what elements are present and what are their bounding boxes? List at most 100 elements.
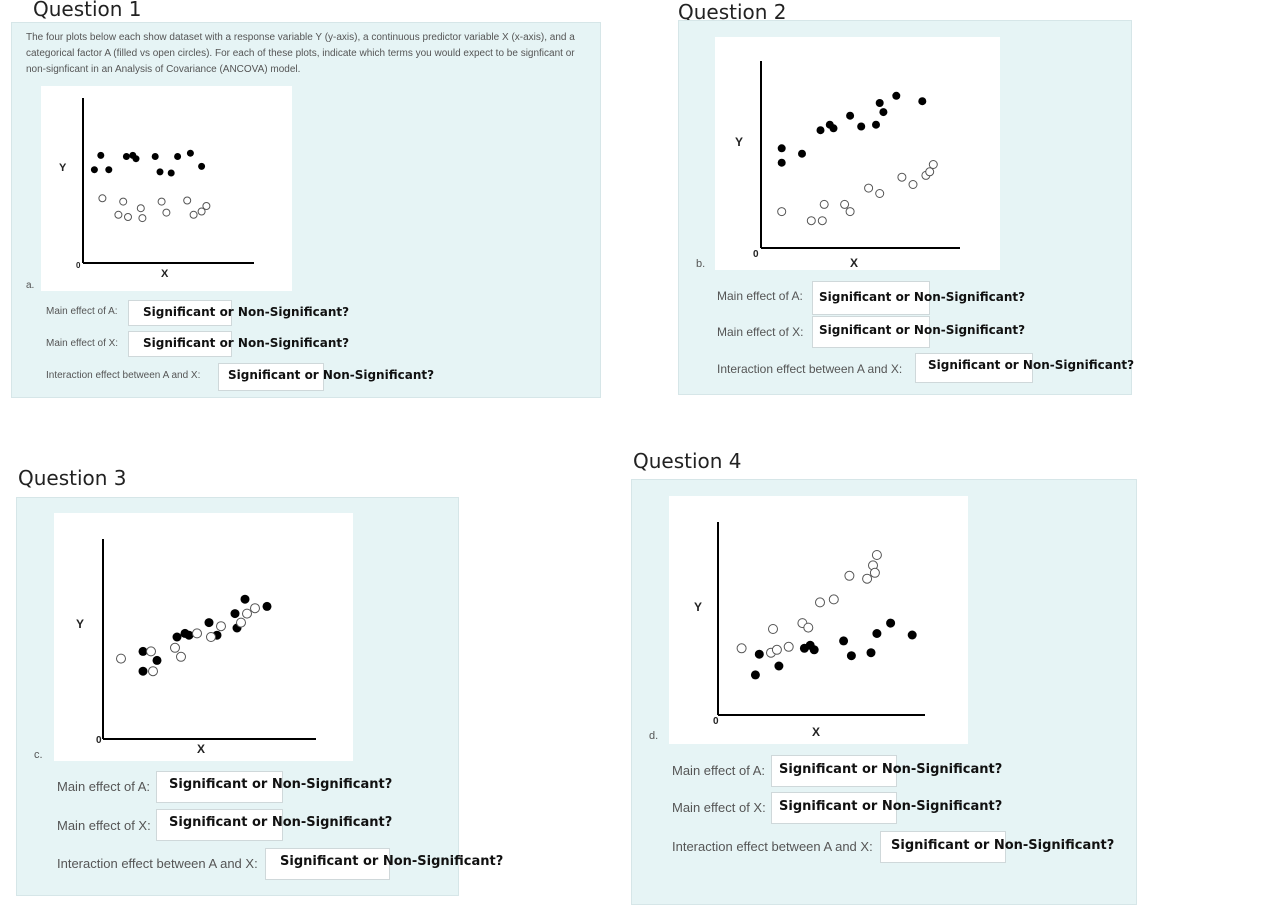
filled-point: [105, 166, 113, 174]
main-effect-a-answer[interactable]: Significant or Non-Significant?: [779, 762, 1003, 777]
filled-point: [866, 648, 876, 658]
open-point: [875, 189, 885, 198]
filled-point: [846, 651, 856, 661]
main-effect-a-answer[interactable]: Significant or Non-Significant?: [169, 777, 393, 792]
y-axis-label: Y: [76, 617, 85, 631]
open-point: [777, 207, 787, 217]
question-intro: The four plots below each show dataset w…: [26, 32, 575, 75]
plot-d-svg: [717, 522, 925, 716]
filled-point: [872, 629, 882, 638]
open-point: [768, 624, 778, 634]
main-effect-x-dropdown[interactable]: [128, 331, 232, 357]
interaction-effect-label: Interaction effect between A and X:: [717, 362, 903, 376]
open-point: [146, 646, 156, 657]
filled-point: [184, 630, 194, 640]
main-effect-x-dropdown[interactable]: [771, 792, 897, 824]
filled-point: [750, 670, 760, 680]
interaction-effect-answer[interactable]: Significant or Non-Significant?: [228, 368, 435, 382]
open-point: [803, 622, 814, 633]
scatter-plot-d: Y X 0: [669, 496, 968, 744]
scatter-plot-a: Y X 0: [41, 86, 292, 291]
filled-point: [122, 153, 130, 160]
interaction-effect-answer[interactable]: Significant or Non-Significant?: [928, 358, 1135, 372]
filled-point: [777, 158, 786, 167]
main-effect-a-label: Main effect of A:: [46, 306, 118, 317]
main-effect-a-label: Main effect of A:: [57, 779, 150, 794]
open-point: [928, 160, 938, 169]
filled-point: [152, 655, 162, 665]
main-effect-a-answer[interactable]: Significant or Non-Significant?: [143, 305, 350, 319]
open-point: [862, 573, 873, 584]
interaction-effect-dropdown[interactable]: [265, 848, 390, 880]
plot-c-svg: [102, 539, 316, 740]
open-point: [840, 199, 850, 209]
main-effect-a-dropdown[interactable]: [812, 281, 930, 315]
y-axis-label: Y: [735, 135, 744, 149]
open-point: [157, 197, 166, 206]
main-effect-x-answer[interactable]: Significant or Non-Significant?: [819, 323, 1026, 337]
x-axis-label: X: [850, 256, 859, 270]
main-effect-x-label: Main effect of X:: [717, 325, 804, 339]
y-axis-label: Y: [694, 600, 703, 614]
open-point: [136, 204, 145, 213]
open-point: [206, 632, 216, 642]
filled-point: [777, 144, 786, 153]
open-point: [176, 651, 186, 662]
interaction-effect-answer[interactable]: Significant or Non-Significant?: [280, 854, 504, 869]
filled-point: [872, 120, 880, 129]
open-point: [908, 180, 918, 189]
open-point: [250, 603, 260, 614]
question-1-title: Question 1: [33, 0, 142, 21]
open-point: [871, 550, 882, 560]
interaction-effect-label: Interaction effect between A and X:: [57, 856, 258, 871]
open-point: [819, 199, 829, 209]
main-effect-x-dropdown[interactable]: [156, 809, 283, 841]
origin-label: 0: [753, 249, 759, 260]
filled-point: [798, 149, 806, 158]
open-point: [98, 194, 107, 203]
open-point: [736, 643, 747, 654]
open-point: [845, 207, 855, 217]
open-point: [864, 183, 874, 193]
filled-point: [918, 97, 927, 106]
interaction-effect-dropdown[interactable]: [915, 353, 1033, 383]
filled-point: [907, 630, 917, 640]
filled-point: [857, 122, 866, 131]
open-point: [236, 617, 246, 628]
plot-b-svg: [760, 61, 960, 249]
main-effect-x-answer[interactable]: Significant or Non-Significant?: [779, 799, 1003, 814]
open-point: [216, 621, 226, 632]
x-axis-label: X: [812, 725, 821, 739]
origin-label: 0: [713, 716, 719, 727]
main-effect-a-label: Main effect of A:: [672, 763, 765, 778]
open-point: [815, 597, 825, 608]
open-point: [806, 216, 816, 226]
main-effect-x-label: Main effect of X:: [672, 800, 766, 815]
filled-point: [886, 618, 896, 628]
filled-point: [186, 149, 194, 157]
filled-point: [839, 636, 849, 646]
interaction-effect-dropdown[interactable]: [218, 363, 324, 391]
main-effect-a-dropdown[interactable]: [128, 300, 232, 326]
filled-point: [97, 151, 105, 159]
main-effect-x-dropdown[interactable]: [812, 316, 930, 348]
filled-point: [204, 618, 214, 628]
filled-point: [230, 609, 240, 619]
open-point: [202, 202, 211, 210]
filled-point: [198, 162, 206, 170]
question-4-title: Question 4: [633, 449, 742, 473]
main-effect-x-answer[interactable]: Significant or Non-Significant?: [143, 336, 350, 350]
main-effect-x-answer[interactable]: Significant or Non-Significant?: [169, 815, 393, 830]
open-point: [138, 214, 147, 223]
filled-point: [132, 155, 140, 163]
origin-label: 0: [96, 735, 102, 746]
filled-point: [829, 124, 838, 133]
filled-point: [151, 153, 159, 160]
main-effect-a-dropdown[interactable]: [771, 755, 897, 787]
open-point: [114, 210, 123, 219]
main-effect-a-dropdown[interactable]: [156, 771, 283, 803]
interaction-effect-dropdown[interactable]: [880, 831, 1006, 863]
interaction-effect-answer[interactable]: Significant or Non-Significant?: [891, 838, 1115, 853]
open-point: [162, 208, 171, 217]
main-effect-a-answer[interactable]: Significant or Non-Significant?: [819, 290, 1026, 304]
